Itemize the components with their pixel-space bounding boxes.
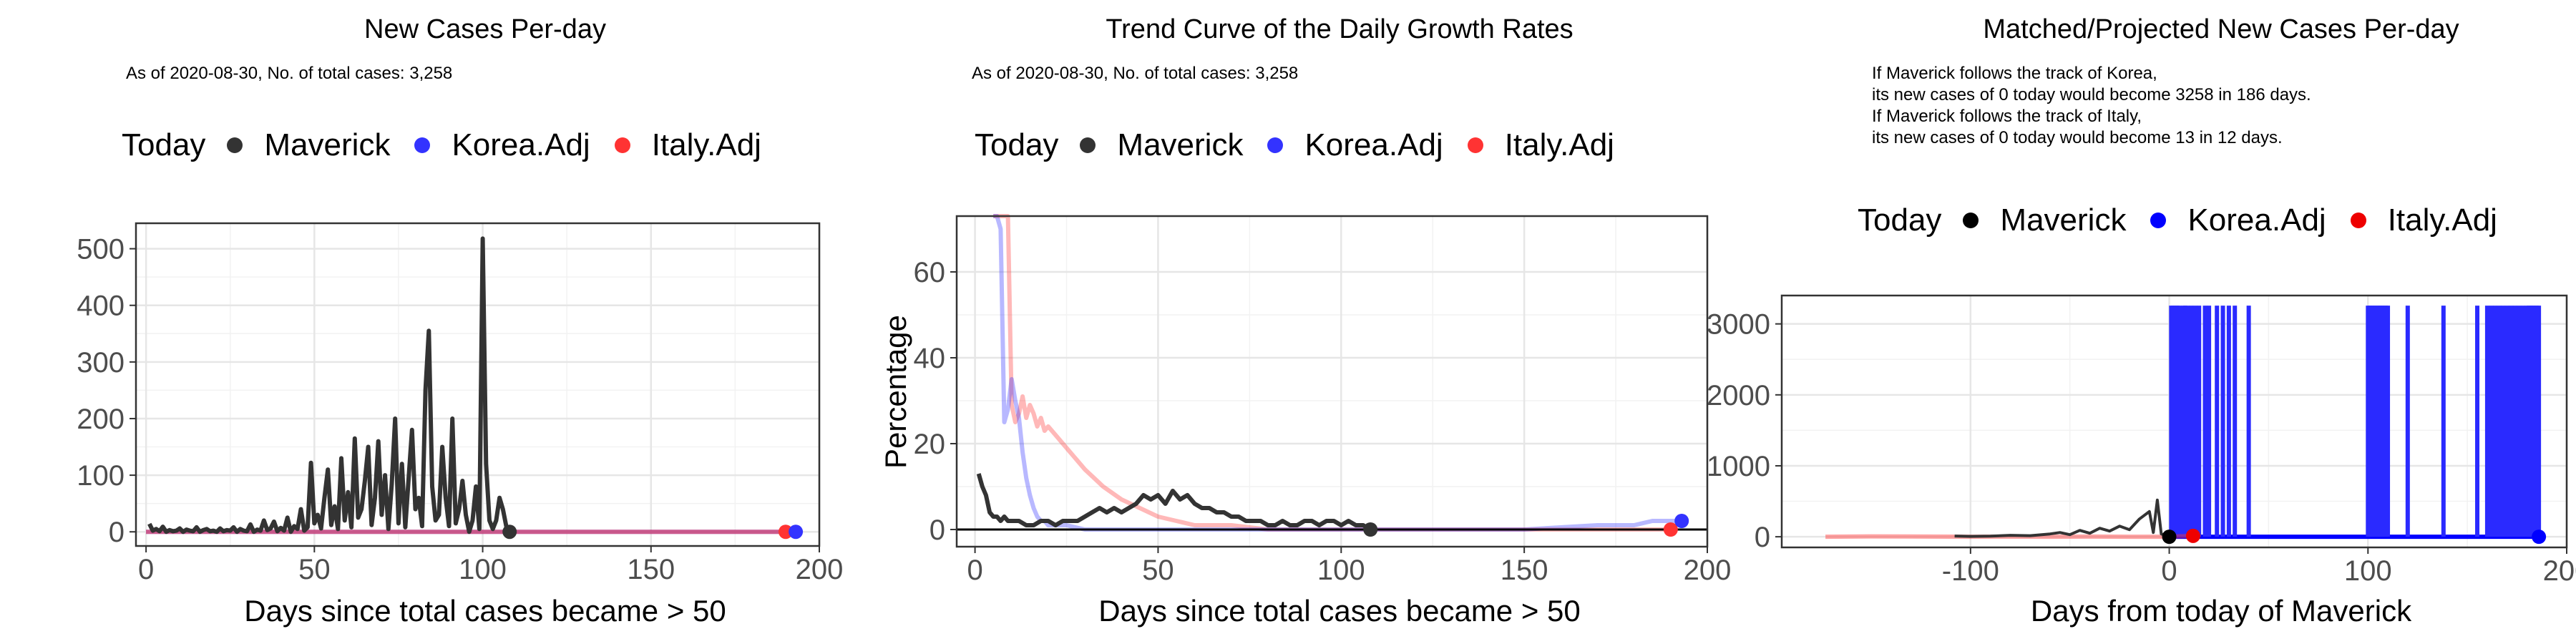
y-tick-label: 100	[77, 460, 125, 492]
x-tick-label: 200	[2543, 555, 2576, 587]
chart-growth-rates: 0 50 100 150 200 0 20 40 60	[914, 214, 1731, 586]
y-tick-label: 0	[930, 514, 945, 546]
projection-note-line: If Maverick follows the track of Italy,	[1872, 107, 2142, 126]
plot-background	[957, 216, 1707, 547]
legend-item-maverick: Maverick	[1080, 127, 1243, 163]
plot-border	[135, 222, 821, 547]
legend-item-italy: Italy.Adj	[2350, 203, 2497, 238]
panel-subtitle: As of 2020-08-30, No. of total cases: 3,…	[126, 64, 453, 83]
legend-item-korea: Korea.Adj	[414, 127, 590, 163]
legend-item-italy: Italy.Adj	[1467, 127, 1614, 163]
y-tick-label: 20	[914, 429, 946, 460]
legend-swatch-maverick	[1963, 213, 1979, 228]
x-tick-label: 50	[298, 554, 331, 585]
x-axis-label: Days from today of Maverick	[2030, 594, 2412, 628]
today-point-maverick	[2162, 530, 2177, 545]
legend-swatch-italy	[1467, 137, 1483, 153]
y-tick-label: 3000	[1707, 309, 1770, 341]
y-tick-label: 2000	[1707, 380, 1770, 411]
legend-label: Korea.Adj	[2187, 203, 2326, 238]
today-point-korea-adj	[2532, 530, 2547, 545]
today-point-italy-adj	[1663, 522, 1678, 537]
x-tick-label: -100	[1942, 555, 1999, 587]
panel-subtitle: As of 2020-08-30, No. of total cases: 3,…	[972, 64, 1299, 83]
plot-border	[1780, 294, 2568, 549]
legend-swatch-korea	[414, 137, 431, 153]
y-tick-label: 400	[77, 291, 125, 322]
plot-border	[955, 215, 1709, 548]
panel-projected-cases: Matched/Projected New Cases Per-day If M…	[1707, 0, 2576, 644]
series-line-maverick	[976, 473, 1372, 532]
legend-label: Maverick	[1117, 127, 1244, 162]
panel-new-cases: New Cases Per-day As of 2020-08-30, No. …	[0, 0, 859, 644]
today-point-italy-adj	[778, 525, 793, 540]
legend-label: Italy.Adj	[1504, 127, 1614, 162]
x-tick-label: 100	[459, 554, 507, 585]
panel-title: Matched/Projected New Cases Per-day	[1983, 14, 2459, 44]
legend-item-korea: Korea.Adj	[1267, 127, 1443, 163]
legend-label: Italy.Adj	[651, 127, 761, 162]
legend-label: Maverick	[264, 127, 391, 162]
legend-label: Korea.Adj	[1304, 127, 1443, 162]
legend: Today Maverick Korea.Adj Italy.Adj	[122, 127, 786, 163]
legend-item-korea: Korea.Adj	[2150, 203, 2326, 238]
x-axis-label: Days since total cases became > 50	[1098, 594, 1581, 628]
x-tick-label: 100	[1317, 555, 1365, 586]
y-tick-label: 300	[77, 347, 125, 379]
projection-note-line: its new cases of 0 today would become 32…	[1872, 85, 2311, 104]
y-tick-label: 0	[1755, 522, 1770, 553]
legend-title: Today	[975, 127, 1059, 162]
series-line-maverick	[147, 236, 512, 535]
today-point-maverick	[502, 525, 517, 540]
x-tick-label: 50	[1142, 555, 1174, 586]
y-axis-label: Percentage	[879, 315, 912, 469]
panel-title: Trend Curve of the Daily Growth Rates	[1106, 14, 1574, 44]
legend-swatch-italy	[614, 137, 630, 153]
projection-note-line: If Maverick follows the track of Korea,	[1872, 64, 2157, 83]
legend-swatch-korea	[1267, 137, 1284, 153]
y-tick-label: 40	[914, 343, 946, 374]
y-tick-label: 1000	[1707, 451, 1770, 482]
y-tick-label: 500	[77, 234, 125, 265]
x-tick-label: 0	[2161, 555, 2177, 587]
x-axis-label: Days since total cases became > 50	[244, 594, 726, 628]
legend: Today Maverick Korea.Adj Italy.Adj	[975, 127, 1639, 163]
x-tick-label: 100	[2344, 555, 2392, 587]
legend-label: Korea.Adj	[452, 127, 590, 162]
projection-note-line: its new cases of 0 today would become 13…	[1872, 128, 2283, 147]
legend-swatch-maverick	[227, 137, 243, 153]
panel-growth-rates: Trend Curve of the Daily Growth Rates As…	[859, 0, 1731, 644]
series-line-maverick	[1954, 498, 2170, 538]
legend: Today Maverick Korea.Adj Italy.Adj	[1858, 203, 2522, 238]
legend-item-maverick: Maverick	[1963, 203, 2126, 238]
x-tick-label: 0	[967, 555, 982, 586]
y-tick-label: 0	[109, 517, 125, 548]
chart-projected-cases: -10001002000100020003000	[1707, 294, 2576, 587]
x-tick-label: 0	[138, 554, 154, 585]
x-tick-label: 150	[1501, 555, 1548, 586]
chart-new-cases: 0 50 100 150 200 0 100 200 300 400 500	[77, 222, 844, 585]
legend-title: Today	[1858, 203, 1942, 238]
x-tick-label: 200	[796, 554, 844, 585]
today-point-korea-adj	[789, 525, 804, 540]
legend-label: Maverick	[2000, 203, 2127, 238]
y-tick-label: 200	[77, 404, 125, 435]
projection-note: If Maverick follows the track of Korea, …	[1872, 63, 2311, 149]
x-tick-label: 150	[627, 554, 675, 585]
legend-swatch-korea	[2150, 213, 2167, 228]
legend-title: Today	[122, 127, 206, 162]
y-tick-label: 60	[914, 257, 946, 288]
legend-label: Italy.Adj	[2387, 203, 2497, 238]
today-point-italy-adj	[2185, 528, 2200, 543]
legend-item-italy: Italy.Adj	[614, 127, 761, 163]
x-tick-label: 200	[1684, 555, 1732, 586]
today-point-korea-adj	[1674, 514, 1689, 528]
legend-item-maverick: Maverick	[227, 127, 390, 163]
legend-swatch-maverick	[1080, 137, 1096, 153]
today-point-maverick	[1363, 522, 1378, 537]
panel-title: New Cases Per-day	[364, 14, 606, 44]
legend-swatch-italy	[2350, 213, 2366, 228]
